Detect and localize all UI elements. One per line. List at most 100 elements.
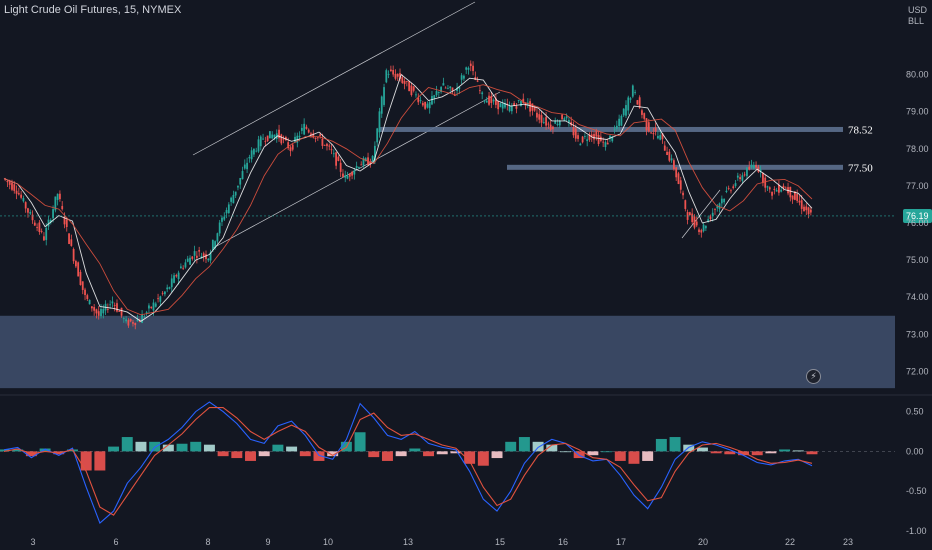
price-candle-body	[481, 92, 484, 95]
price-candle-body	[673, 160, 675, 170]
price-candle-body	[561, 114, 563, 120]
price-candle-body	[43, 236, 45, 241]
price-candle-body	[428, 102, 431, 109]
lightning-icon[interactable]: ⚡	[806, 369, 821, 384]
price-candle-body	[81, 281, 84, 290]
price-candle-body	[209, 252, 212, 261]
price-candle-body	[622, 108, 625, 116]
time-tick-label: 10	[323, 537, 333, 547]
price-candle-body	[778, 185, 780, 193]
macd-histogram-bar	[395, 451, 407, 457]
price-candle-body	[271, 134, 274, 139]
macd-histogram-bar	[614, 451, 626, 461]
axis-unit: USD BLL	[908, 5, 927, 27]
price-candle-body	[531, 103, 534, 111]
price-candle-body	[629, 98, 632, 100]
price-candle-body	[396, 73, 399, 77]
price-candle-body	[483, 100, 486, 102]
price-candle-body	[609, 135, 611, 139]
price-candle-body	[326, 143, 328, 147]
price-candle-body	[431, 96, 433, 105]
price-candle-body	[74, 261, 77, 267]
price-candle-body	[195, 255, 198, 258]
price-candle-body	[186, 258, 189, 262]
macd-histogram-bar	[436, 451, 448, 455]
price-candle-body	[383, 87, 385, 105]
macd-histogram-bar	[409, 448, 421, 452]
price-candle-body	[214, 241, 217, 248]
macd-histogram-bar	[217, 451, 229, 457]
unit-measure: BLL	[908, 16, 925, 26]
price-candle-body	[364, 158, 367, 161]
price-candle-body	[472, 65, 474, 71]
macd-histogram-bar	[12, 449, 24, 452]
price-candle-body	[677, 173, 680, 184]
chart-title: Light Crude Oil Futures, 15, NYMEX	[4, 4, 182, 16]
price-candle-body	[688, 212, 691, 216]
macd-panel	[0, 401, 895, 525]
price-candle-body	[704, 225, 707, 229]
price-candle-body	[730, 190, 732, 192]
price-candle-body	[682, 192, 684, 196]
price-candle-body	[305, 126, 308, 129]
price-candle-body	[79, 271, 82, 285]
price-candle-body	[138, 320, 141, 323]
price-candle-body	[793, 191, 796, 200]
price-candle-body	[602, 141, 605, 143]
price-candle-body	[415, 94, 417, 96]
price-candle-body	[410, 85, 413, 96]
price-candle-body	[497, 100, 500, 110]
price-candle-body	[36, 227, 38, 228]
price-candle-body	[442, 83, 445, 86]
price-candle-body	[494, 98, 497, 105]
price-candle-body	[641, 110, 643, 115]
price-candle-body	[355, 165, 358, 169]
price-candle-body	[6, 180, 9, 183]
price-candle-body	[148, 305, 150, 309]
macd-histogram-bar	[39, 448, 51, 452]
price-candle-body	[136, 319, 139, 322]
price-candle-body	[700, 230, 703, 233]
price-candle-body	[52, 209, 54, 219]
macd-histogram-bar	[477, 451, 489, 466]
price-candle-body	[198, 250, 201, 252]
unit-currency: USD	[908, 5, 928, 15]
price-candle-body	[558, 120, 561, 126]
price-candle-body	[88, 299, 91, 305]
price-candle-body	[132, 322, 134, 324]
price-candle-body	[177, 272, 180, 280]
price-candle-body	[230, 197, 233, 202]
macd-histogram-bar	[792, 450, 804, 452]
price-candle-body	[613, 128, 616, 130]
macd-histogram-bar	[272, 444, 284, 452]
price-candle-body	[207, 258, 210, 261]
price-candle-body	[11, 182, 13, 190]
price-candle-body	[720, 198, 723, 204]
time-tick-label: 3	[30, 537, 35, 547]
price-candle-body	[538, 114, 541, 120]
price-candle-body	[433, 95, 436, 99]
price-candle-body	[314, 137, 317, 139]
price-candle-body	[127, 320, 130, 326]
price-candle-body	[741, 175, 744, 181]
price-candle-body	[385, 70, 388, 83]
time-tick-label: 13	[403, 537, 413, 547]
price-candle-body	[469, 63, 472, 67]
price-candle-body	[191, 256, 194, 259]
price-candle-body	[650, 132, 652, 134]
level-label: 78.52	[848, 124, 873, 136]
macd-histogram-bar	[628, 451, 640, 464]
price-candle-body	[693, 216, 696, 228]
macd-histogram-bar	[450, 451, 462, 454]
price-candle-body	[339, 162, 342, 172]
price-candle-body	[762, 173, 764, 183]
price-candle-body	[116, 303, 118, 312]
price-candle-body	[68, 233, 70, 244]
price-candle-body	[766, 186, 769, 188]
price-candle-body	[392, 69, 395, 75]
macd-histogram-bar	[231, 451, 243, 459]
price-candle-body	[734, 183, 737, 187]
price-candle-body	[205, 254, 207, 260]
price-candle-body	[111, 301, 114, 304]
